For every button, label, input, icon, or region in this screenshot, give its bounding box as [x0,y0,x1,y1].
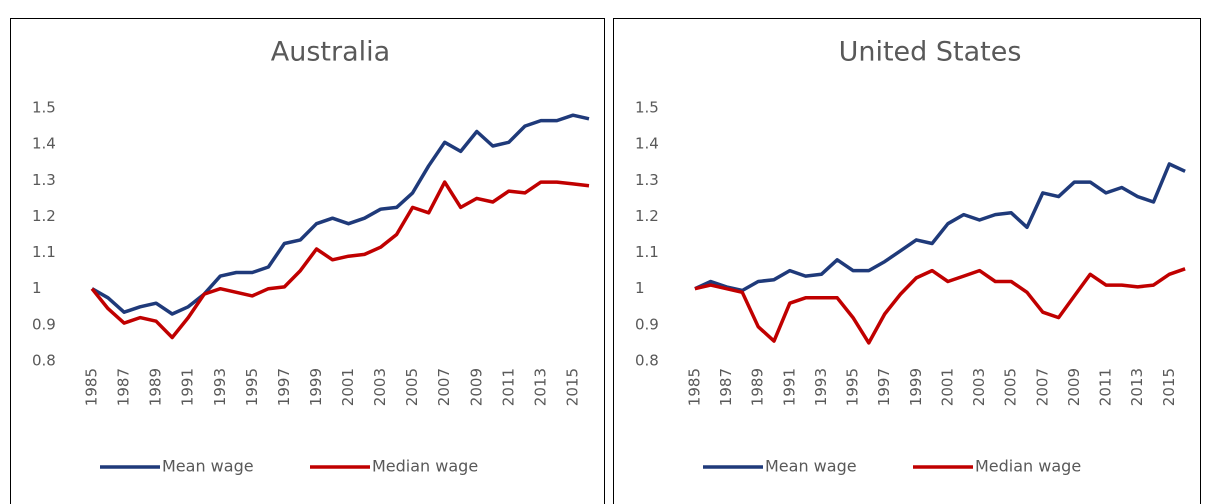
y-tick-label: 1 [32,279,42,297]
x-tick-label: 2007 [435,368,453,406]
x-tick-label: 2005 [1002,368,1020,406]
x-tick-label: 1989 [147,368,165,406]
x-tick-label: 1987 [717,368,735,406]
y-tick-label: 1.2 [635,207,659,225]
legend-label: Median wage [975,457,1081,476]
chart-title: Australia [271,37,390,68]
x-tick-label: 1993 [211,368,229,406]
x-tick-label: 2001 [339,368,357,406]
y-tick-label: 0.9 [32,315,56,333]
y-tick-label: 1.4 [32,135,56,153]
x-tick-label: 2009 [1065,368,1083,406]
y-tick-label: 0.9 [635,315,659,333]
x-tick-label: 2015 [1160,368,1178,406]
y-tick-label: 1.1 [32,243,56,261]
x-tick-label: 2013 [1128,368,1146,406]
x-tick-label: 2003 [970,368,988,406]
x-tick-label: 1985 [685,368,703,406]
x-tick-label: 1985 [83,368,101,406]
y-tick-label: 1.5 [32,99,56,117]
data-line [91,113,590,316]
x-tick-label: 1997 [275,368,293,406]
legend-label: Mean wage [765,457,857,476]
x-tick-label: 1995 [243,368,261,406]
panel-border [10,18,605,504]
y-tick-label: 1.1 [635,243,659,261]
x-tick-label: 2015 [563,368,581,406]
data-line [694,267,1186,345]
x-tick-label: 2009 [467,368,485,406]
y-tick-label: 1 [635,279,645,297]
x-tick-label: 2001 [938,368,956,406]
x-tick-label: 2011 [499,368,517,406]
x-tick-label: 1991 [179,368,197,406]
x-tick-label: 1997 [875,368,893,406]
y-tick-label: 1.3 [635,171,659,189]
x-tick-label: 1987 [115,368,133,406]
data-line [694,162,1186,293]
x-tick-label: 2011 [1097,368,1115,406]
panel-border [613,18,1201,504]
chart-title: United States [839,37,1022,68]
x-tick-label: 1991 [780,368,798,406]
x-tick-label: 2013 [531,368,549,406]
y-tick-label: 1.5 [635,99,659,117]
x-tick-label: 2003 [371,368,389,406]
x-tick-label: 1999 [907,368,925,406]
x-tick-label: 1993 [812,368,830,406]
x-tick-label: 2007 [1033,368,1051,406]
x-tick-label: 1989 [749,368,767,406]
y-tick-label: 0.8 [32,352,56,370]
x-tick-label: 1999 [307,368,325,406]
y-tick-label: 0.8 [635,352,659,370]
y-tick-label: 1.2 [32,207,56,225]
x-tick-label: 1995 [844,368,862,406]
data-line [90,180,590,340]
legend-label: Median wage [372,457,478,476]
y-tick-label: 1.4 [635,135,659,153]
y-tick-label: 1.3 [32,171,56,189]
x-tick-label: 2005 [403,368,421,406]
legend-label: Mean wage [162,457,254,476]
